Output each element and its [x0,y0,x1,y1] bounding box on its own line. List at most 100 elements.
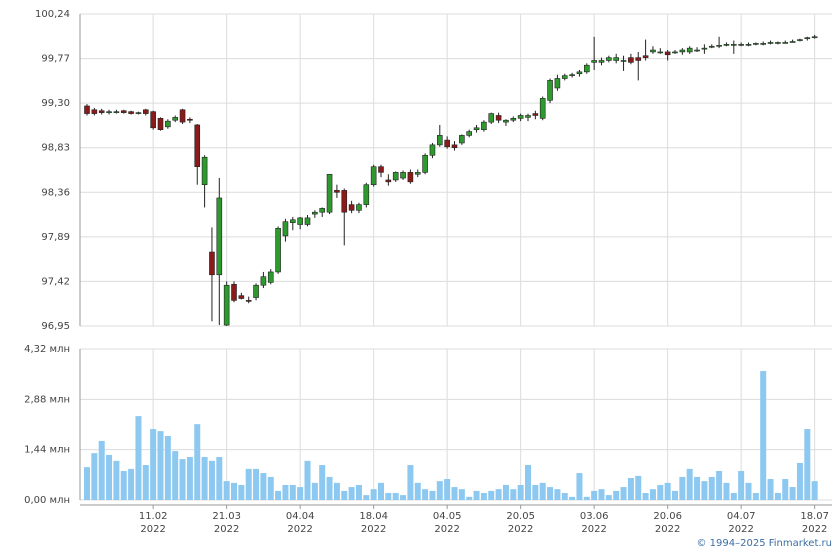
volume-bar [297,487,304,500]
volume-bar [635,475,642,500]
candle-body [113,111,120,113]
volume-bar [106,454,113,500]
volume-bar [649,489,656,500]
candle-body [782,42,789,44]
y-tick-label: 98,83 [41,143,70,154]
x-tick-label: 04.04 [286,511,315,522]
candle-body [260,276,267,286]
volume-bar [561,493,568,500]
volume-bar [657,484,664,500]
volume-bar [605,495,612,500]
volume-bar [304,460,311,500]
candle-body [120,110,127,113]
x-tick-year: 2022 [581,524,606,535]
volume-bar [444,479,451,500]
candle-body [400,172,406,179]
candle-body [414,172,421,175]
volume-bar [569,496,576,500]
candle-body [789,41,796,43]
volume-bar [613,490,620,500]
volume-bar [517,484,524,500]
volume-bar [679,476,686,500]
volume-bar [319,465,326,500]
candle-body [583,64,590,73]
volume-bar [576,473,583,500]
x-tick-label: 04.07 [727,511,756,522]
candle-body [730,44,737,46]
candle-body [143,109,149,114]
candle-body [238,295,245,299]
volume-bar [260,473,267,500]
volume-bar [804,429,811,500]
candle-body [804,37,811,40]
x-tick-year: 2022 [287,524,312,535]
footer[interactable]: © 1994–2025 Finmarket.ru [696,538,832,549]
x-tick-year: 2022 [802,524,827,535]
y-tick-label: 100,24 [35,9,70,20]
volume-bar [113,460,120,500]
x-tick-year: 2022 [434,524,459,535]
volume-bar [716,470,723,500]
volume-bar [466,496,473,500]
volume-bar [789,487,796,500]
candle-body [481,121,487,130]
volume-bar [282,484,289,500]
candle-body [686,47,693,53]
candle-body [106,111,112,113]
candle-body [539,98,546,119]
candle-body [407,172,414,183]
volume-bar [532,484,539,500]
volume-bar [91,453,98,500]
candle-body [334,190,340,193]
candle-body [811,36,818,39]
volume-bar [495,489,502,500]
candle-body [642,55,649,58]
x-tick-year: 2022 [140,524,165,535]
volume-bar [422,489,429,500]
candle-body [620,60,627,62]
candle-body [503,119,509,123]
volume-bar [164,436,171,500]
candle-body [201,156,208,185]
volume-bar [686,468,693,500]
volume-bar [436,481,443,500]
volume-bar [98,440,105,500]
candle-body [187,118,193,121]
y-tick-label: 97,42 [41,276,70,287]
candle-body [606,57,612,61]
y-tick-label: 97,89 [41,232,70,243]
x-tick-label: 04.05 [433,511,462,522]
candle-body [245,300,252,302]
candle-body [91,109,98,114]
candle-body [723,44,730,46]
y-tick-label: 4,32 млн [24,344,70,355]
volume-bar [370,489,377,500]
volume-bar [223,481,230,500]
candle-body [613,57,620,61]
candle-body [444,139,450,148]
candle-body [157,118,164,130]
volume-bar [458,489,465,500]
candle-body [179,109,186,123]
x-tick-year: 2022 [508,524,533,535]
candle-body [591,60,597,63]
volume-bar [760,371,767,500]
candle-body [679,49,686,53]
volume-bar [363,495,370,500]
candle-body [694,49,700,52]
volume-bar [348,487,355,500]
candle-body [356,204,362,211]
volume-bar [231,482,237,500]
candle-body [289,219,296,223]
candle-body [628,57,634,63]
candle-body [775,42,781,44]
volume-bar [245,468,252,500]
x-tick-label: 20.05 [506,511,535,522]
volume-bar [201,457,208,500]
candle-body [348,204,355,211]
candle-body [451,144,458,149]
volume-bar [730,493,737,500]
candle-body [554,78,561,89]
volume-bar [238,484,245,500]
candle-body [488,113,495,123]
